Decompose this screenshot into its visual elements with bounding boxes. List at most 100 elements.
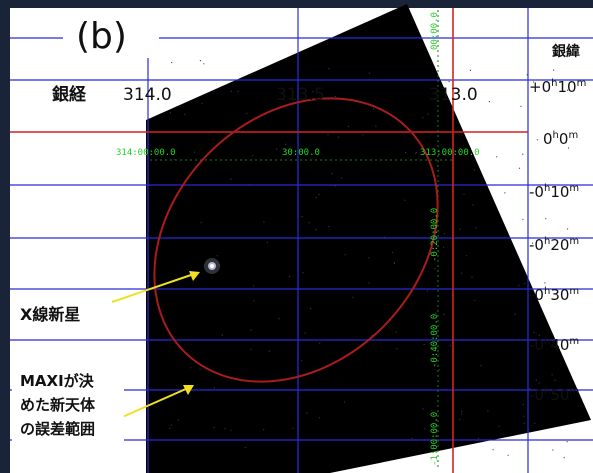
noise-speck <box>507 454 509 456</box>
noise-speck <box>327 134 329 136</box>
noise-speck <box>275 148 278 150</box>
noise-speck <box>538 334 540 336</box>
noise-speck <box>435 429 437 431</box>
noise-speck <box>553 69 555 71</box>
noise-speck <box>473 169 476 171</box>
longitude-tick-314-0: 314.0 <box>123 85 172 105</box>
latitude-ticks: +0h10m 0h0m -0h10m -0h20m -0h30m -0h40m -0h50m <box>529 78 586 404</box>
noise-speck <box>427 113 429 115</box>
noise-speck <box>545 218 547 220</box>
noise-speck <box>173 158 175 160</box>
noise-speck <box>461 410 463 412</box>
error-region-label-line-3: の誤差範囲 <box>20 420 95 438</box>
noise-speck <box>444 154 446 156</box>
ellipse-arrow-line <box>119 387 189 419</box>
noise-speck <box>218 264 220 266</box>
noise-speck <box>520 105 522 107</box>
noise-speck <box>554 379 556 381</box>
noise-speck <box>263 429 265 431</box>
noise-speck <box>522 218 524 220</box>
noise-speck <box>463 193 465 195</box>
noise-speck <box>318 193 320 195</box>
noise-speck <box>266 241 268 244</box>
nova-label-box <box>12 296 108 328</box>
image-grid-label-h-1: 30:00.0 <box>282 148 320 158</box>
noise-speck <box>480 365 482 367</box>
noise-speck <box>368 257 370 259</box>
noise-speck <box>230 178 232 180</box>
noise-speck <box>362 134 364 136</box>
nova-label: X線新星 <box>20 305 80 324</box>
panel-label-box <box>63 8 159 58</box>
noise-speck <box>203 63 205 65</box>
noise-speck <box>315 229 317 231</box>
noise-speck <box>534 422 536 424</box>
noise-speck <box>352 296 354 298</box>
image-grid-label-v-2: -0:40:00.0 <box>430 314 440 368</box>
annotation-arrows <box>111 271 200 419</box>
noise-speck <box>250 348 252 350</box>
noise-speck <box>563 457 565 459</box>
latitude-tick-2: -0h10m <box>529 183 579 201</box>
noise-speck <box>567 228 569 230</box>
noise-speck <box>193 151 196 153</box>
noise-speck <box>566 89 569 91</box>
noise-speck <box>368 72 370 74</box>
noise-speck <box>334 95 336 98</box>
noise-speck <box>348 125 350 127</box>
noise-speck <box>522 403 524 406</box>
noise-speck <box>532 242 534 244</box>
noise-speck <box>538 382 540 384</box>
noise-speck <box>250 329 252 331</box>
noise-speck <box>461 413 463 415</box>
nova-arrow-head <box>189 271 200 281</box>
error-region-label-box <box>12 365 124 441</box>
noise-speck <box>221 334 223 336</box>
noise-speck <box>304 332 306 334</box>
noise-speck <box>340 177 342 179</box>
noise-speck <box>268 350 270 352</box>
noise-speck <box>190 367 192 369</box>
noise-speck <box>423 344 425 346</box>
noise-speck <box>328 68 330 70</box>
nova-core <box>210 264 214 268</box>
noise-speck <box>263 221 265 223</box>
image-noise <box>169 60 570 459</box>
latitude-tick-1: 0h0m <box>543 130 578 148</box>
noise-speck <box>253 285 255 287</box>
noise-speck <box>448 81 450 83</box>
noise-speck <box>331 172 333 174</box>
noise-speck <box>368 282 370 284</box>
noise-speck <box>246 112 248 115</box>
noise-speck <box>230 90 232 92</box>
noise-speck <box>394 262 396 264</box>
noise-speck <box>285 153 287 155</box>
image-grid-label-v-0: 00:00.0 <box>430 12 440 50</box>
noise-speck <box>375 125 377 127</box>
noise-speck <box>338 136 340 138</box>
longitude-tick-313-5: 313.5 <box>276 85 325 105</box>
latitude-label: 銀緯 <box>552 43 580 60</box>
ellipse-arrow-head <box>183 385 194 395</box>
noise-speck <box>288 276 291 278</box>
noise-speck <box>306 412 308 414</box>
noise-speck <box>302 272 304 274</box>
noise-speck <box>416 152 418 154</box>
latitude-tick-4: -0h30m <box>529 286 579 304</box>
noise-speck <box>552 449 554 451</box>
noise-speck <box>551 374 553 376</box>
image-grid-label-h-0: 314:00:00.0 <box>116 148 176 158</box>
noise-speck <box>278 318 280 320</box>
longitude-tick-313-0: 313.0 <box>429 85 478 105</box>
noise-speck <box>216 255 218 257</box>
noise-speck <box>567 147 570 149</box>
noise-speck <box>522 153 524 155</box>
noise-speck <box>391 251 393 253</box>
noise-speck <box>424 428 426 430</box>
noise-speck <box>518 284 520 286</box>
latitude-grid-lines <box>10 37 593 441</box>
noise-speck <box>523 422 525 424</box>
noise-speck <box>199 368 201 370</box>
